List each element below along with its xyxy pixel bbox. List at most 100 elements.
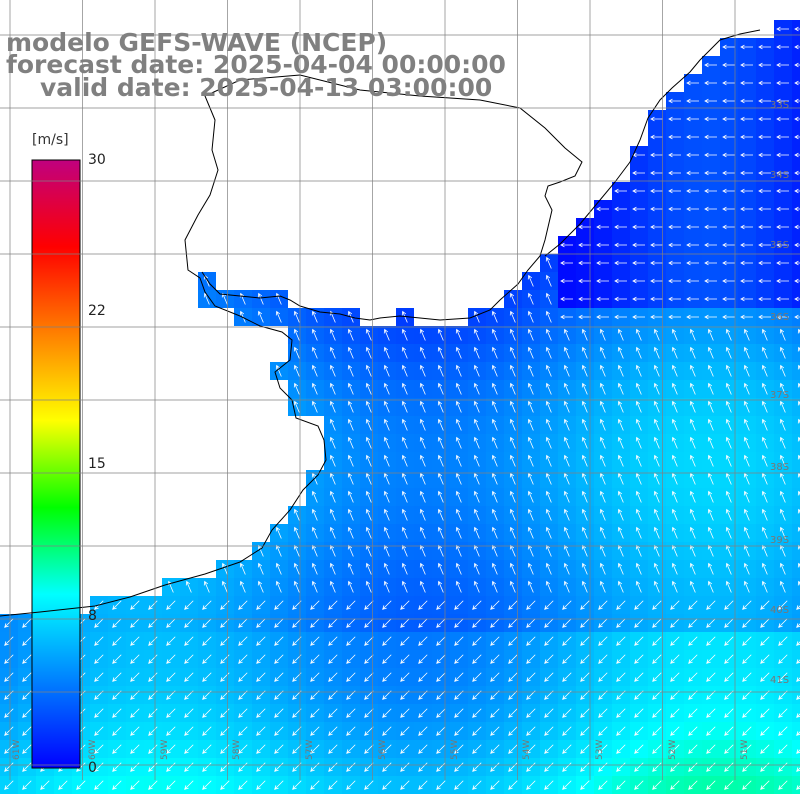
wind-arrow bbox=[761, 400, 768, 413]
wind-arrow bbox=[527, 292, 534, 305]
wind-arrow bbox=[616, 654, 626, 664]
wind-arrow bbox=[778, 726, 788, 736]
wind-arrow bbox=[689, 490, 696, 503]
wind-arrow bbox=[797, 580, 800, 586]
wind-arrow bbox=[581, 418, 588, 431]
wind-arrow bbox=[347, 544, 354, 557]
wind-arrow bbox=[688, 780, 698, 790]
wind-arrow bbox=[704, 224, 717, 230]
wind-arrow bbox=[743, 436, 750, 449]
wind-arrow bbox=[796, 767, 800, 772]
wind-arrow bbox=[761, 526, 768, 539]
wind-arrow bbox=[455, 562, 462, 575]
wind-arrow bbox=[526, 708, 536, 718]
wind-arrow bbox=[689, 328, 696, 341]
wind-arrow bbox=[256, 618, 266, 628]
wind-arrow bbox=[454, 618, 464, 628]
wind-arrow bbox=[473, 310, 480, 323]
wind-arrow bbox=[742, 672, 752, 682]
wind-arrow bbox=[724, 780, 734, 790]
wind-arrow bbox=[148, 762, 158, 772]
wind-arrow bbox=[382, 636, 392, 646]
wind-arrow bbox=[742, 762, 752, 772]
wind-arrow bbox=[599, 364, 606, 377]
wind-arrow bbox=[650, 116, 663, 122]
wind-arrow bbox=[598, 726, 608, 736]
wind-arrow bbox=[293, 562, 300, 575]
lat-label: 35S bbox=[770, 240, 790, 251]
lat-label: 40S bbox=[770, 605, 790, 616]
wind-arrow bbox=[707, 364, 714, 377]
wind-arrow bbox=[419, 346, 426, 359]
wind-arrow bbox=[509, 562, 516, 575]
wind-arrow bbox=[563, 400, 570, 413]
wind-arrow bbox=[740, 206, 753, 212]
wind-arrow bbox=[779, 562, 786, 575]
wind-arrow bbox=[527, 544, 534, 557]
wind-arrow bbox=[365, 544, 372, 557]
wind-arrow bbox=[544, 780, 554, 790]
wind-arrow bbox=[130, 618, 140, 628]
wind-arrow bbox=[614, 314, 627, 320]
wind-arrow bbox=[419, 472, 426, 485]
wind-arrow bbox=[275, 364, 282, 377]
wind-arrow bbox=[491, 544, 498, 557]
wind-arrow bbox=[347, 328, 354, 341]
wind-arrow bbox=[722, 62, 735, 68]
wind-arrow bbox=[653, 580, 660, 593]
wind-arrow bbox=[166, 672, 176, 682]
wind-arrow bbox=[491, 526, 498, 539]
wind-arrow bbox=[166, 780, 176, 790]
wind-arrow bbox=[437, 472, 444, 485]
wind-arrow bbox=[778, 672, 788, 682]
wind-cell bbox=[792, 704, 800, 722]
wind-arrow bbox=[311, 382, 318, 395]
wind-arrow bbox=[437, 544, 444, 557]
wind-arrow bbox=[112, 618, 122, 628]
wind-arrow bbox=[596, 260, 609, 266]
wind-arrow bbox=[148, 618, 158, 628]
wind-arrow bbox=[562, 726, 572, 736]
wind-arrow bbox=[509, 292, 516, 305]
wind-arrow bbox=[527, 508, 534, 521]
wind-arrow bbox=[707, 562, 714, 575]
wind-arrow bbox=[455, 418, 462, 431]
wind-arrow bbox=[671, 400, 678, 413]
wind-arrow bbox=[418, 726, 428, 736]
wind-arrow bbox=[418, 636, 428, 646]
wind-arrow bbox=[184, 636, 194, 646]
wind-arrow bbox=[668, 116, 681, 122]
wind-arrow bbox=[779, 436, 786, 449]
wind-arrow bbox=[4, 654, 14, 664]
wind-arrow bbox=[256, 600, 266, 610]
wind-arrow bbox=[688, 618, 698, 628]
wind-arrow bbox=[436, 726, 446, 736]
wind-arrow bbox=[562, 744, 572, 754]
wind-arrow bbox=[794, 296, 800, 302]
wind-arrow bbox=[758, 314, 771, 320]
wind-arrow bbox=[401, 328, 408, 341]
wind-arrow bbox=[545, 256, 552, 269]
wind-cell bbox=[792, 362, 800, 380]
wind-arrow bbox=[722, 98, 735, 104]
wind-arrow bbox=[401, 544, 408, 557]
wind-arrow bbox=[722, 224, 735, 230]
wind-arrow bbox=[490, 672, 500, 682]
wind-arrow bbox=[472, 672, 482, 682]
wind-arrow bbox=[364, 654, 374, 664]
wind-arrow bbox=[545, 328, 552, 341]
wind-arrow bbox=[364, 726, 374, 736]
wind-arrow bbox=[473, 454, 480, 467]
wind-arrow bbox=[794, 188, 800, 194]
wind-arrow bbox=[599, 508, 606, 521]
wind-arrow bbox=[686, 170, 699, 176]
wind-arrow bbox=[473, 346, 480, 359]
wind-arrow bbox=[166, 726, 176, 736]
wind-arrow bbox=[740, 116, 753, 122]
wind-arrow bbox=[437, 364, 444, 377]
wind-arrow bbox=[776, 26, 789, 32]
wind-arrow bbox=[689, 562, 696, 575]
wind-arrow bbox=[293, 526, 300, 539]
wind-arrow bbox=[797, 418, 800, 424]
wind-arrow bbox=[491, 418, 498, 431]
